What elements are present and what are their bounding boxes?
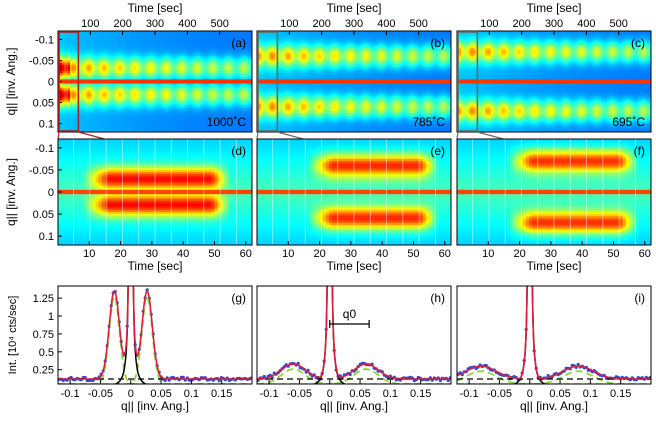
y-tick-label: -0.1 (35, 34, 54, 46)
y-axis-label: q|| [inv. Ang.] (4, 47, 18, 115)
top-tick-label: 400 (178, 18, 196, 30)
y-tick-label: 0 (48, 77, 54, 89)
top-axis-label: Time [sec] (128, 1, 183, 15)
panel-label: (a) (231, 36, 246, 50)
y-tick-label: -0.05 (29, 55, 54, 67)
zoom-connector (58, 132, 59, 139)
y-tick-label: 0.1 (39, 119, 54, 131)
top-tick-label: 200 (113, 18, 131, 30)
y-tick-label: 0.05 (33, 98, 54, 110)
top-tick-label: 300 (146, 18, 164, 30)
top-tick-label: 100 (81, 18, 99, 30)
top-tick-label: 500 (210, 18, 228, 30)
temperature-label: 1000˚C (207, 115, 247, 129)
